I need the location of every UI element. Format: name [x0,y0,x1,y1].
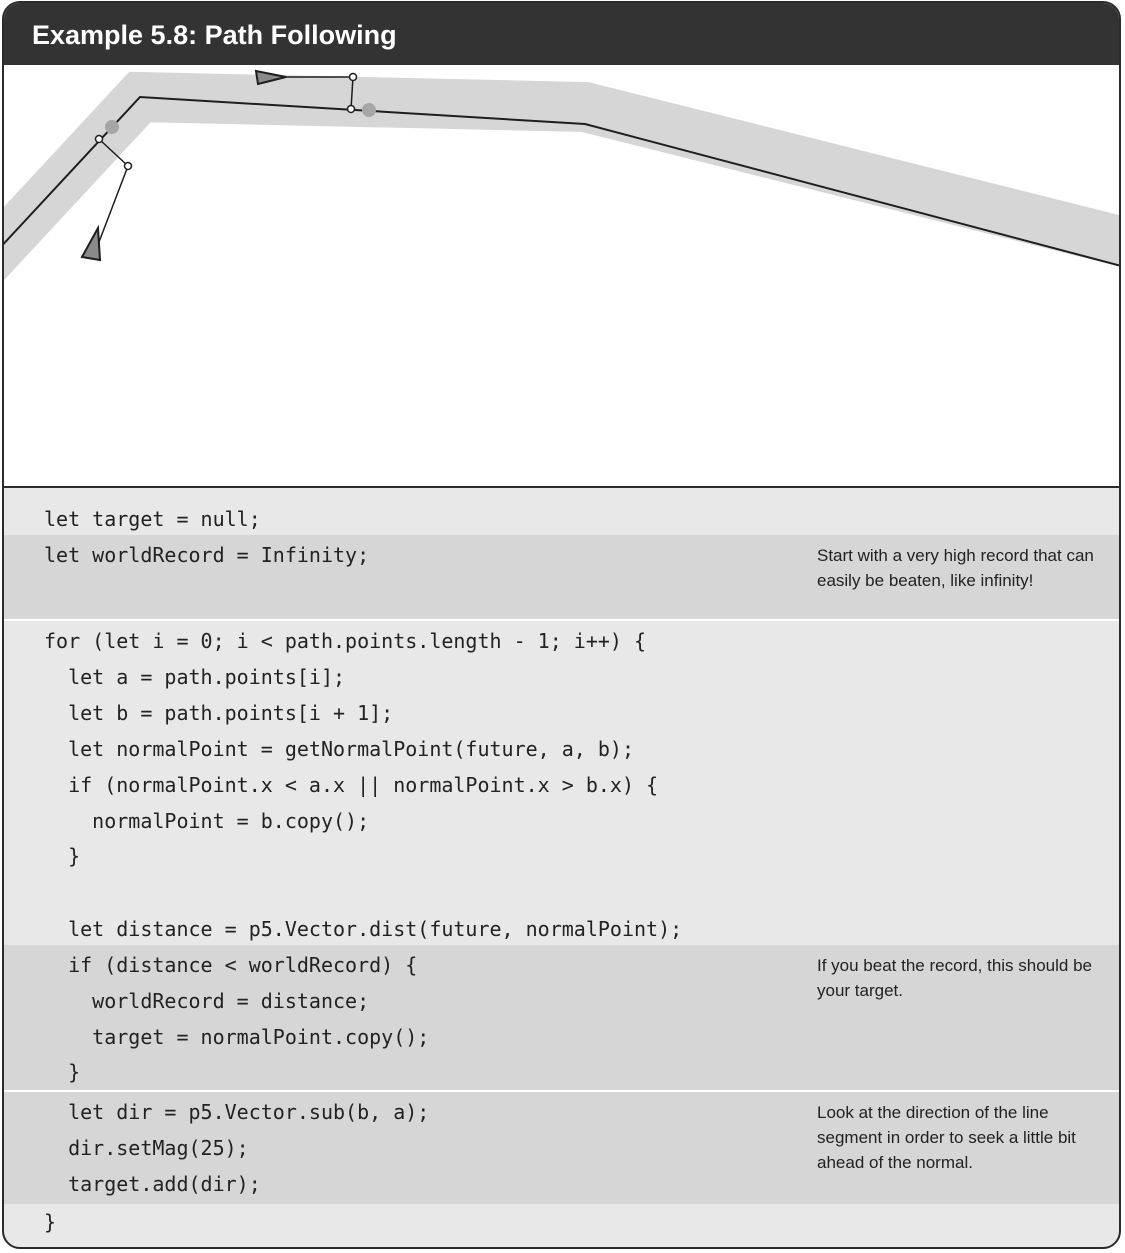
code-line: let distance = p5.Vector.dist(future, no… [44,917,683,941]
code-line: target = normalPoint.copy(); [44,1025,430,1049]
code-line: let target = null; [44,507,261,531]
vehicle-1-target-point [105,120,119,134]
code-line: } [44,844,81,868]
annotation-band-beat [4,945,1119,1090]
example-title: Example 5.8: Path Following [4,3,1119,65]
band-separator [4,619,1119,621]
code-listing: let target = null; let worldRecord = Inf… [4,488,1119,1247]
vehicle-2-normal-line [350,76,354,110]
code-line: } [44,1210,57,1234]
vehicle-2-target-point [362,103,376,117]
code-line: if (distance < worldRecord) { [44,953,418,977]
note-direction: Look at the direction of the line segmen… [817,1103,1076,1172]
code-line: let worldRecord = Infinity; [44,543,370,567]
note-beat: If you beat the record, this should be y… [817,956,1093,1000]
annotation-band-direction [4,1092,1119,1204]
vehicle-1-normal-line [98,138,129,167]
sketch-canvas [4,69,1119,281]
vehicle-1 [80,120,133,262]
vehicle-2-normal-point [346,104,356,114]
code-line: } [44,1060,81,1084]
vehicle-1-velocity-line [98,165,129,243]
code-line: dir.setMag(25); [44,1136,249,1160]
vehicle-2-triangle [254,69,287,86]
code-line: let b = path.points[i + 1]; [44,701,394,725]
vehicle-2 [254,69,376,117]
code-line: let dir = p5.Vector.sub(b, a); [44,1100,430,1124]
path-following-sketch [4,65,1119,488]
code-line: let a = path.points[i]; [44,665,346,689]
code-line: for (let i = 0; i < path.points.length -… [44,629,647,653]
annotation-band-record [4,535,1119,619]
code-line: normalPoint = b.copy(); [44,809,370,833]
vehicle-1-triangle [80,224,102,262]
band-separator [4,1090,1119,1092]
code-line: worldRecord = distance; [44,989,370,1013]
vehicle-1-normal-point [94,134,104,144]
code-line: if (normalPoint.x < a.x || normalPoint.x… [44,773,659,797]
code-line: target.add(dir); [44,1172,261,1196]
vehicle-1-future-point [123,161,133,171]
note-record: Start with a very high record that can e… [817,546,1094,590]
code-line: let normalPoint = getNormalPoint(future,… [44,737,635,761]
vehicle-2-future-point [348,72,358,82]
